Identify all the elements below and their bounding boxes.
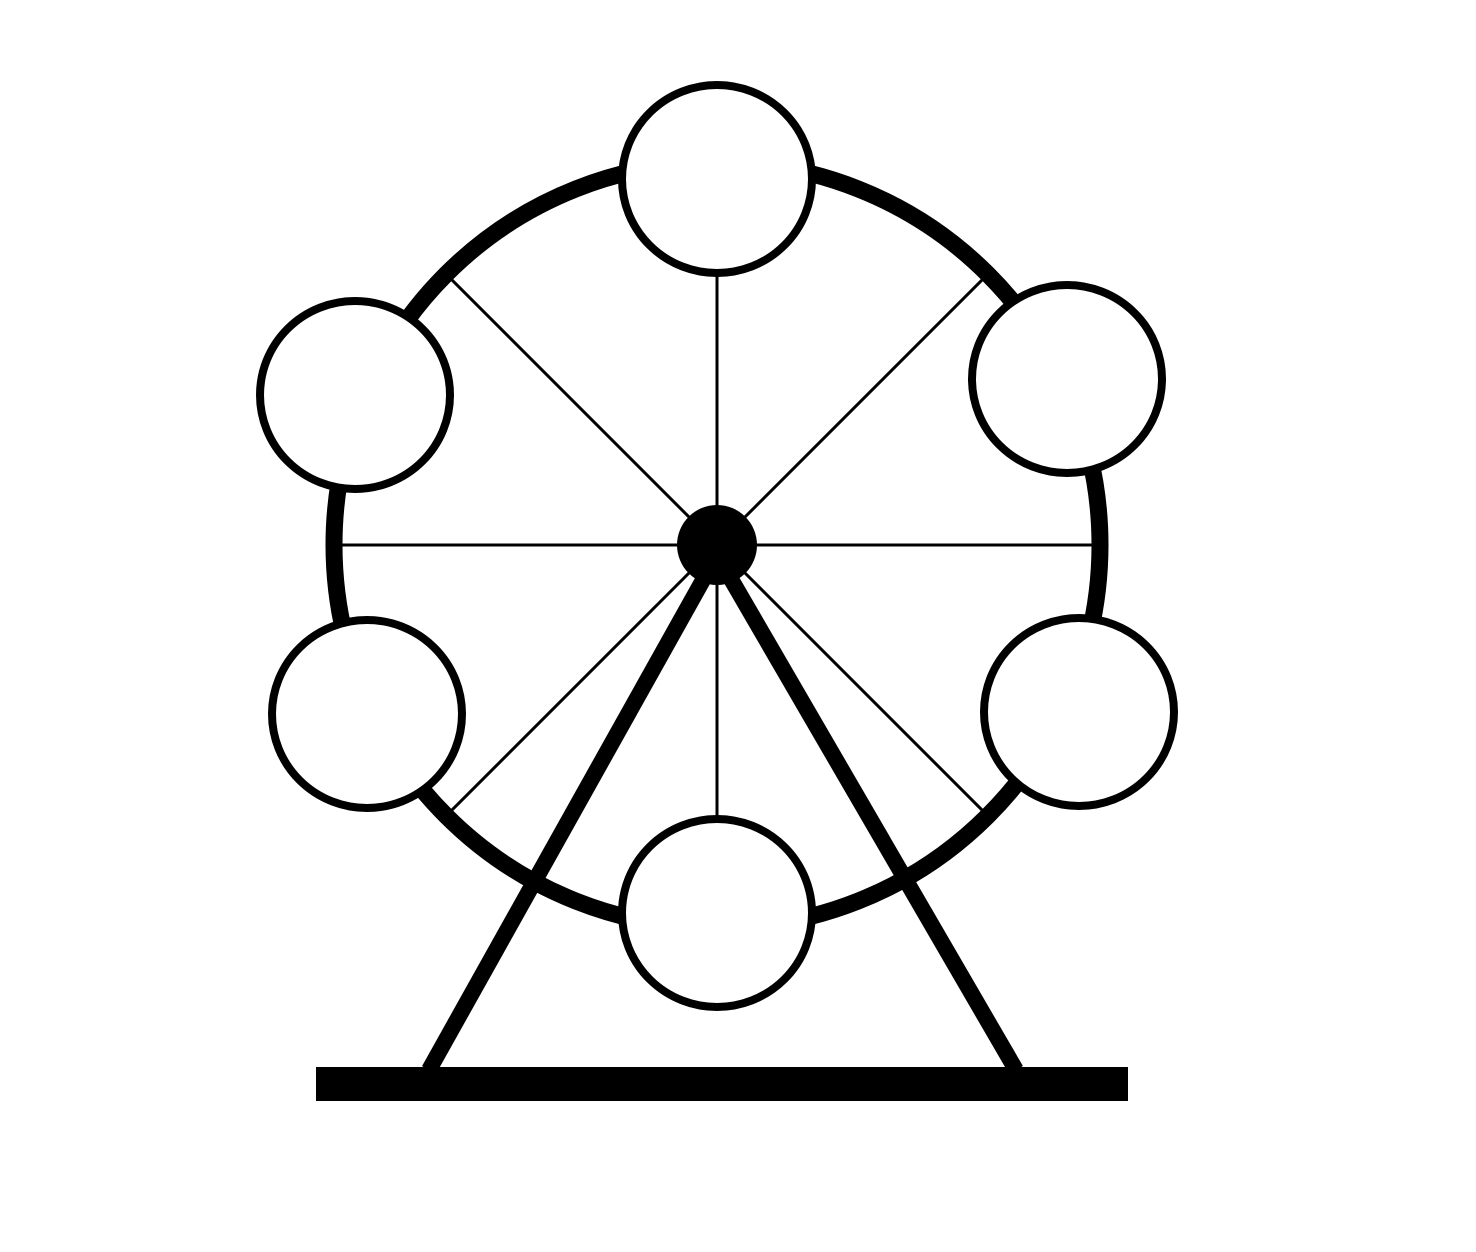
cabin-icon [618,815,816,1011]
cabin-icon [618,81,816,277]
cabins [256,81,1178,1011]
base-platform [316,1067,1128,1101]
spoke [715,543,984,812]
hub-icon [677,505,757,585]
support-leg-left [422,551,724,1074]
cabin-icon [980,614,1178,810]
spoke [450,278,719,547]
support-leg-right [710,550,1023,1075]
cabin-icon [256,297,454,493]
spoke [715,278,984,547]
spoke [450,543,719,812]
cabin-icon [268,616,466,812]
cabin-icon [968,281,1166,477]
